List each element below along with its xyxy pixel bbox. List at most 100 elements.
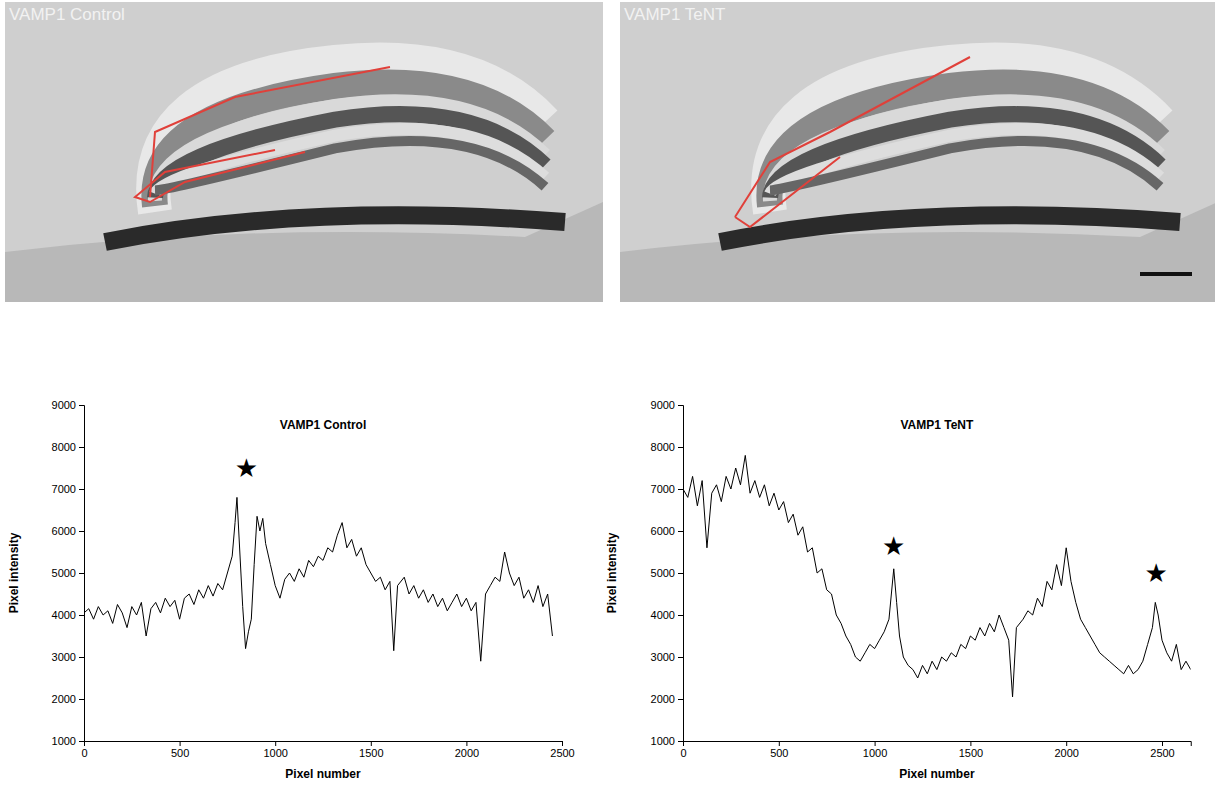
x-tick-label: 500 — [770, 747, 788, 759]
data-line — [683, 455, 1191, 697]
photo-band — [769, 82, 1160, 206]
annotation-star: ★ — [1145, 558, 1168, 588]
y-tick-label: 3000 — [52, 651, 76, 663]
x-tick-label: 2500 — [550, 747, 574, 759]
y-tick-label: 4000 — [52, 609, 76, 621]
y-tick-label: 2000 — [52, 693, 76, 705]
y-tick-label: 5000 — [651, 567, 675, 579]
x-tick-label: 2500 — [1150, 747, 1174, 759]
x-tick-label: 1000 — [863, 747, 887, 759]
chart-title: VAMP1 TeNT — [900, 418, 974, 432]
x-tick-label: 500 — [171, 747, 189, 759]
y-tick-label: 8000 — [52, 441, 76, 453]
y-axis: 1000 2000 3000 4000 5000 6000 7000 8000 9000 — [52, 399, 85, 747]
y-tick: 6000 — [52, 525, 84, 537]
x-tick: 0 — [81, 741, 87, 759]
y-tick-label: 6000 — [52, 525, 76, 537]
chart-title: VAMP1 Control — [280, 418, 366, 432]
annotation-star: ★ — [882, 531, 905, 561]
y-axis-title: Pixel intensity — [7, 532, 21, 613]
y-tick-label: 1000 — [651, 735, 675, 747]
photo-label: VAMP1 TeNT — [624, 5, 725, 24]
x-axis-line — [85, 742, 563, 747]
x-tick-mark — [466, 741, 467, 746]
x-tick: 0 — [680, 741, 686, 759]
y-tick-mark — [79, 741, 84, 742]
y-tick: 2000 — [52, 693, 84, 705]
y-tick: 5000 — [52, 567, 84, 579]
photo-panel — [5, 2, 603, 302]
y-tick-mark — [678, 447, 683, 448]
figure: VAMP1 Control VAMP1 TeNT 1000 2000 3000 4000 5… — [0, 0, 1219, 805]
y-tick-mark — [79, 405, 84, 406]
y-axis-line — [79, 406, 85, 742]
x-tick-label: 1500 — [959, 747, 983, 759]
y-tick-mark — [678, 699, 683, 700]
y-tick-label: 5000 — [52, 567, 76, 579]
photo-band — [720, 215, 1180, 242]
y-axis: 100020003000400050006000700080009000 — [651, 399, 684, 747]
y-tick-mark — [79, 573, 84, 574]
y-tick: 3000 — [651, 651, 683, 663]
y-tick-label: 7000 — [52, 483, 76, 495]
x-tick-label: 1000 — [263, 747, 287, 759]
y-tick: 7000 — [52, 483, 84, 495]
photo-band — [153, 60, 545, 213]
x-tick-mark — [875, 741, 876, 746]
y-tick: 9000 — [52, 399, 84, 411]
y-tick-label: 8000 — [651, 441, 675, 453]
roi-outline — [735, 57, 970, 227]
data-line — [84, 497, 552, 661]
x-tick: 2000 — [455, 741, 479, 759]
x-tick: 1500 — [959, 741, 983, 759]
y-tick-mark — [79, 447, 84, 448]
photo-tissue — [5, 202, 603, 302]
x-tick-mark — [1066, 741, 1067, 746]
y-tick: 8000 — [651, 441, 683, 453]
x-tick-label: 0 — [680, 747, 686, 759]
y-tick-mark — [79, 489, 84, 490]
chart-1: 1000200030004000500060007000800090000500… — [605, 399, 1191, 781]
y-tick: 6000 — [651, 525, 683, 537]
x-tick: 1000 — [863, 741, 887, 759]
y-tick: 1000 — [52, 735, 84, 747]
x-tick-mark — [84, 741, 85, 746]
photo-band — [155, 141, 545, 190]
photo-label: VAMP1 Control — [9, 5, 125, 24]
x-tick-mark — [371, 741, 372, 746]
x-tick: 2500 — [1150, 741, 1174, 759]
x-tick: 2500 — [550, 741, 574, 759]
x-axis-line — [684, 742, 1192, 747]
x-tick-mark — [562, 741, 563, 746]
x-tick-mark — [779, 741, 780, 746]
roi-outline — [135, 67, 390, 202]
x-tick-mark — [180, 741, 181, 746]
x-tick-label: 1500 — [359, 747, 383, 759]
y-tick-label: 2000 — [651, 693, 675, 705]
x-tick-label: 0 — [81, 747, 87, 759]
y-tick: 1000 — [651, 735, 683, 747]
chart-0: 1000 2000 3000 4000 5000 6000 7000 8000 9000 0 500… — [7, 399, 575, 781]
x-tick: 1000 — [263, 741, 287, 759]
photo-band — [105, 215, 565, 242]
y-tick: 8000 — [52, 441, 84, 453]
x-tick-label: 2000 — [455, 747, 479, 759]
plot-area — [84, 497, 552, 661]
photo-band — [770, 129, 1160, 194]
x-tick: 500 — [770, 741, 788, 759]
photo-background — [5, 2, 603, 302]
y-tick: 3000 — [52, 651, 84, 663]
x-tick-label: 2000 — [1054, 747, 1078, 759]
y-tick-mark — [678, 615, 683, 616]
y-tick-mark — [678, 657, 683, 658]
y-tick: 4000 — [52, 609, 84, 621]
y-tick-mark — [79, 699, 84, 700]
y-tick-label: 9000 — [651, 399, 675, 411]
y-axis-line — [678, 406, 684, 742]
x-axis: 0 500 1000 1500 2000 2500 — [81, 741, 574, 759]
photo-panel — [620, 2, 1215, 302]
scale-bar — [1140, 272, 1192, 276]
plot-area — [683, 455, 1191, 697]
annotation-star: ★ — [235, 453, 258, 483]
photo-band — [155, 114, 545, 197]
